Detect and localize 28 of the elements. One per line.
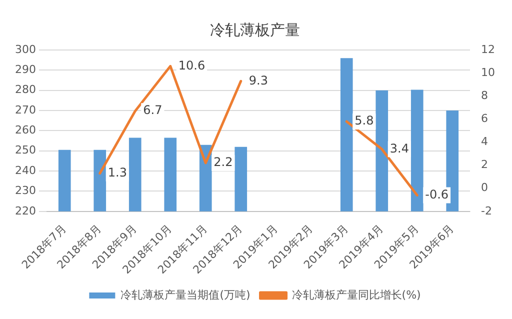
y-tick-label: 280	[14, 83, 36, 96]
y2-tick-label: -2	[481, 204, 492, 218]
data-label: -0.6	[425, 187, 449, 202]
data-label: 2.2	[214, 155, 233, 170]
y-tick-label: 290	[14, 63, 36, 76]
y2-tick-label: 8	[481, 88, 488, 102]
data-label: 6.7	[143, 103, 162, 118]
data-label: 10.6	[178, 58, 206, 72]
y-tick-label: 300	[14, 42, 36, 56]
y-tick-label: 260	[14, 124, 36, 137]
y2-tick-label: 0	[481, 181, 488, 194]
y-tick-label: 220	[14, 204, 36, 218]
y2-tick-label: 6	[481, 112, 488, 126]
data-label: 3.4	[390, 141, 409, 156]
chart-title: 冷轧薄板产量	[210, 20, 300, 39]
data-label: 1.3	[108, 165, 127, 180]
y2-tick-label: 2	[481, 158, 488, 172]
y-tick-label: 270	[14, 103, 36, 116]
legend-label: 冷轧薄板产量同比增长(%)	[292, 288, 421, 302]
y2-tick-label: 12	[481, 42, 496, 56]
y-tick-label: 250	[14, 144, 36, 157]
legend-label: 冷轧薄板产量当期值(万吨)	[120, 288, 250, 302]
data-label: 9.3	[248, 73, 268, 88]
y2-tick-label: 4	[481, 135, 488, 148]
data-label: 5.8	[354, 114, 374, 128]
y2-tick-label: 10	[481, 66, 496, 79]
y-tick-label: 240	[14, 164, 36, 177]
y-tick-label: 230	[14, 184, 36, 198]
